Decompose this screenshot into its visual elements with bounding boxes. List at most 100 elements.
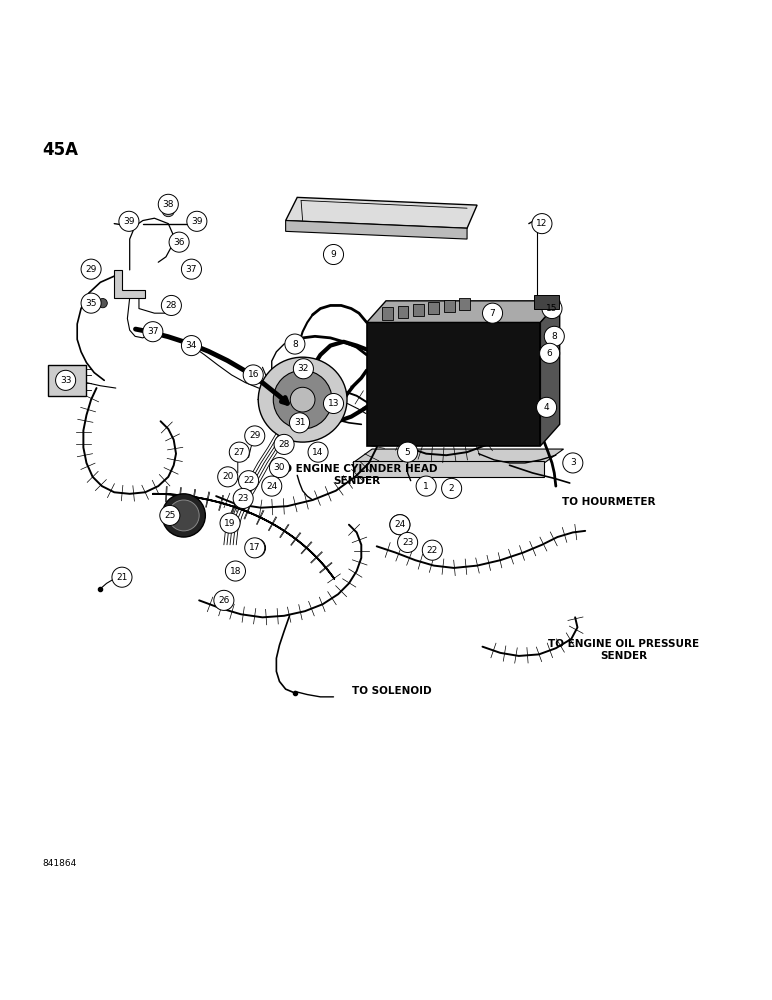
Circle shape	[81, 259, 101, 279]
Circle shape	[285, 334, 305, 354]
Circle shape	[532, 214, 552, 234]
Text: 29: 29	[249, 431, 260, 440]
Circle shape	[290, 387, 315, 412]
Text: 20: 20	[222, 472, 233, 481]
Circle shape	[563, 453, 583, 473]
Circle shape	[168, 500, 199, 531]
Text: 32: 32	[298, 364, 309, 373]
Text: 29: 29	[86, 265, 96, 274]
Circle shape	[56, 370, 76, 390]
Bar	[534, 295, 559, 309]
Text: 3: 3	[570, 458, 576, 467]
Circle shape	[544, 326, 564, 346]
Bar	[444, 300, 455, 312]
Text: 45A: 45A	[42, 141, 79, 159]
Circle shape	[323, 393, 344, 414]
Polygon shape	[286, 221, 467, 239]
Circle shape	[390, 515, 410, 535]
Text: 18: 18	[230, 567, 241, 576]
Bar	[398, 306, 408, 318]
Text: 38: 38	[163, 200, 174, 209]
Bar	[367, 322, 540, 446]
Text: TO ENGINE CYLINDER HEAD
SENDER: TO ENGINE CYLINDER HEAD SENDER	[276, 464, 438, 486]
Circle shape	[422, 540, 442, 560]
Circle shape	[537, 397, 557, 417]
Polygon shape	[286, 197, 477, 228]
Bar	[459, 298, 470, 310]
Text: 841864: 841864	[42, 859, 76, 868]
Text: 34: 34	[186, 341, 197, 350]
Text: 13: 13	[328, 399, 339, 408]
Text: 28: 28	[279, 440, 290, 449]
Text: 22: 22	[427, 546, 438, 555]
Circle shape	[181, 336, 201, 356]
Circle shape	[442, 478, 462, 498]
Text: 21: 21	[117, 573, 127, 582]
Circle shape	[119, 211, 139, 231]
Circle shape	[416, 476, 436, 496]
Circle shape	[323, 244, 344, 265]
Circle shape	[160, 505, 180, 525]
Circle shape	[98, 299, 107, 308]
Text: 12: 12	[537, 219, 547, 228]
Circle shape	[542, 299, 562, 319]
Circle shape	[273, 370, 332, 429]
Circle shape	[158, 194, 178, 214]
Text: TO ENGINE OIL PRESSURE
SENDER: TO ENGINE OIL PRESSURE SENDER	[548, 639, 699, 661]
Text: 39: 39	[191, 217, 202, 226]
Text: 1: 1	[423, 482, 429, 491]
Circle shape	[161, 295, 181, 315]
Circle shape	[269, 458, 290, 478]
Circle shape	[243, 365, 263, 385]
Circle shape	[308, 442, 328, 462]
Bar	[48, 365, 86, 396]
Text: 37: 37	[147, 327, 158, 336]
Circle shape	[290, 413, 310, 433]
Text: 25: 25	[164, 511, 175, 520]
Text: 33: 33	[60, 376, 71, 385]
Ellipse shape	[258, 357, 347, 442]
Circle shape	[112, 567, 132, 587]
Text: 17: 17	[249, 543, 260, 552]
Text: 15: 15	[547, 304, 557, 313]
Text: 26: 26	[218, 596, 229, 605]
Circle shape	[162, 494, 205, 537]
Circle shape	[181, 259, 201, 279]
Circle shape	[187, 211, 207, 231]
Text: 24: 24	[266, 482, 277, 491]
Text: 19: 19	[225, 519, 235, 528]
Text: 31: 31	[294, 418, 305, 427]
Circle shape	[398, 532, 418, 552]
Text: 4: 4	[543, 403, 550, 412]
Text: 36: 36	[174, 238, 185, 247]
Circle shape	[540, 343, 560, 363]
Circle shape	[399, 534, 416, 551]
Text: 9: 9	[330, 250, 337, 259]
Circle shape	[228, 563, 243, 579]
Text: TO HOURMETER: TO HOURMETER	[562, 497, 655, 507]
Circle shape	[162, 204, 174, 217]
Text: 2: 2	[449, 484, 455, 493]
Circle shape	[225, 561, 245, 581]
Circle shape	[214, 590, 234, 610]
Bar	[428, 302, 439, 314]
Circle shape	[169, 232, 189, 252]
Text: 39: 39	[124, 217, 134, 226]
Polygon shape	[367, 301, 560, 322]
Circle shape	[218, 467, 238, 487]
Text: TO SOLENOID: TO SOLENOID	[352, 686, 432, 696]
Text: 14: 14	[313, 448, 323, 457]
Circle shape	[245, 426, 265, 446]
Circle shape	[143, 322, 163, 342]
Circle shape	[398, 442, 418, 462]
Circle shape	[81, 293, 101, 313]
Text: 8: 8	[551, 332, 557, 341]
Circle shape	[293, 359, 313, 379]
Text: 8: 8	[292, 340, 298, 349]
Text: 27: 27	[234, 448, 245, 457]
Text: 23: 23	[402, 538, 413, 547]
Text: 5: 5	[405, 448, 411, 457]
Circle shape	[220, 513, 240, 533]
Circle shape	[222, 515, 238, 531]
Circle shape	[274, 434, 294, 454]
